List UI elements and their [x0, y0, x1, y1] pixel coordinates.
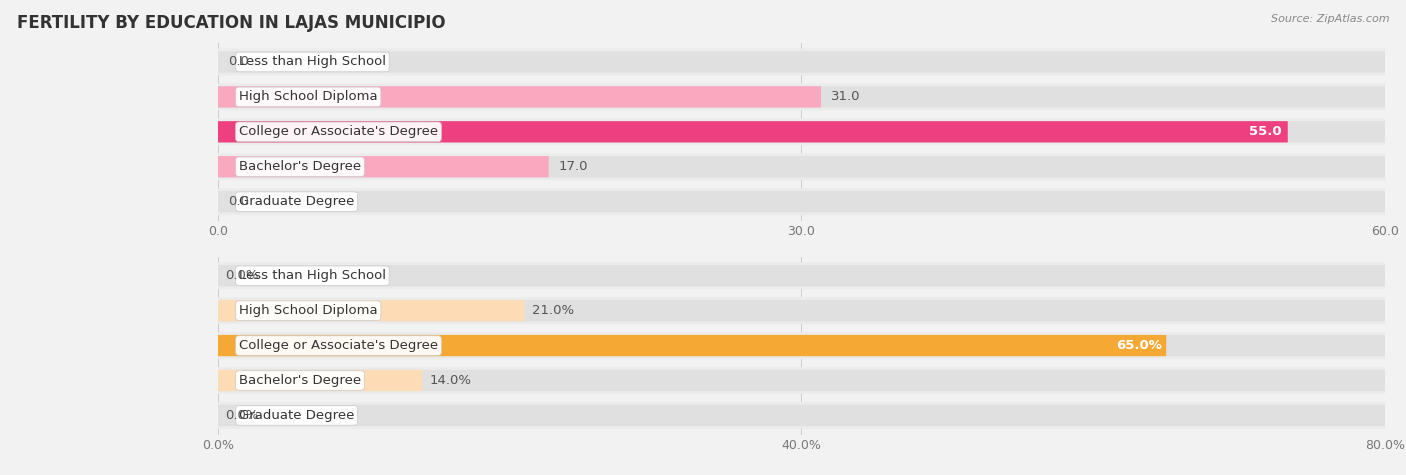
- Text: 55.0: 55.0: [1249, 125, 1282, 138]
- Text: Less than High School: Less than High School: [239, 269, 385, 282]
- FancyBboxPatch shape: [218, 300, 1385, 321]
- FancyBboxPatch shape: [218, 300, 524, 321]
- FancyBboxPatch shape: [218, 84, 1385, 110]
- FancyBboxPatch shape: [218, 51, 1385, 73]
- Text: 31.0: 31.0: [831, 90, 860, 104]
- Text: College or Associate's Degree: College or Associate's Degree: [239, 125, 439, 138]
- Text: Bachelor's Degree: Bachelor's Degree: [239, 160, 361, 173]
- Text: 0.0: 0.0: [228, 195, 249, 208]
- Text: College or Associate's Degree: College or Associate's Degree: [239, 339, 439, 352]
- FancyBboxPatch shape: [218, 265, 1385, 286]
- FancyBboxPatch shape: [218, 153, 1385, 180]
- FancyBboxPatch shape: [218, 332, 1385, 359]
- FancyBboxPatch shape: [218, 121, 1288, 142]
- Text: Graduate Degree: Graduate Degree: [239, 409, 354, 422]
- Text: FERTILITY BY EDUCATION IN LAJAS MUNICIPIO: FERTILITY BY EDUCATION IN LAJAS MUNICIPI…: [17, 14, 446, 32]
- FancyBboxPatch shape: [218, 370, 422, 391]
- FancyBboxPatch shape: [218, 335, 1385, 356]
- FancyBboxPatch shape: [218, 86, 821, 107]
- FancyBboxPatch shape: [218, 262, 1385, 289]
- FancyBboxPatch shape: [218, 156, 548, 177]
- Text: 21.0%: 21.0%: [531, 304, 574, 317]
- FancyBboxPatch shape: [218, 118, 1385, 145]
- FancyBboxPatch shape: [218, 86, 1385, 107]
- Text: 17.0: 17.0: [558, 160, 588, 173]
- FancyBboxPatch shape: [218, 48, 1385, 76]
- Text: 65.0%: 65.0%: [1116, 339, 1161, 352]
- Text: Graduate Degree: Graduate Degree: [239, 195, 354, 208]
- Text: High School Diploma: High School Diploma: [239, 90, 378, 104]
- Text: High School Diploma: High School Diploma: [239, 304, 378, 317]
- FancyBboxPatch shape: [218, 402, 1385, 429]
- Text: Source: ZipAtlas.com: Source: ZipAtlas.com: [1271, 14, 1389, 24]
- FancyBboxPatch shape: [218, 188, 1385, 215]
- FancyBboxPatch shape: [218, 156, 1385, 177]
- FancyBboxPatch shape: [218, 297, 1385, 324]
- FancyBboxPatch shape: [218, 191, 1385, 212]
- Text: 14.0%: 14.0%: [429, 374, 471, 387]
- Text: Bachelor's Degree: Bachelor's Degree: [239, 374, 361, 387]
- FancyBboxPatch shape: [218, 370, 1385, 391]
- FancyBboxPatch shape: [218, 405, 1385, 426]
- FancyBboxPatch shape: [218, 335, 1166, 356]
- Text: 0.0: 0.0: [228, 56, 249, 68]
- Text: 0.0%: 0.0%: [225, 409, 259, 422]
- FancyBboxPatch shape: [218, 367, 1385, 394]
- FancyBboxPatch shape: [218, 121, 1385, 142]
- Text: 0.0%: 0.0%: [225, 269, 259, 282]
- Text: Less than High School: Less than High School: [239, 56, 385, 68]
